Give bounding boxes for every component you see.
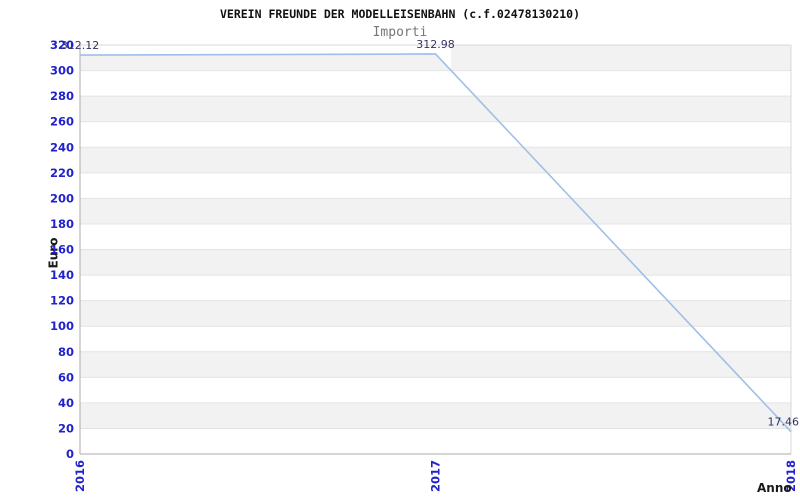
x-tick-label: 2017 [429,460,443,492]
y-tick-label: 300 [50,64,74,78]
y-tick-label: 200 [50,191,74,205]
y-tick-label: 320 [50,38,74,52]
plot-band [80,249,791,276]
plot-band [80,402,791,429]
y-tick-label: 120 [50,294,74,308]
plot-band [80,147,791,173]
plot-band [80,351,791,378]
data-line [79,53,792,433]
y-tick-label: 140 [50,268,74,282]
y-tick-label: 100 [50,319,74,333]
plot-band [80,300,791,327]
x-tick-label: 2018 [784,460,798,492]
y-tick-label: 240 [50,140,74,154]
point-label: 312.12 [61,39,100,52]
y-tick-label: 280 [50,89,74,103]
y-tick-label: 260 [50,115,74,129]
x-tick-label: 2016 [73,460,87,492]
plot-band [80,96,791,122]
y-tick-label: 160 [50,243,74,257]
y-tick-label: 0 [66,447,74,461]
y-tick-label: 180 [50,217,74,231]
y-tick-label: 80 [58,345,74,359]
y-tick-label: 220 [50,166,74,180]
point-label: 312.98 [416,38,455,51]
chart-title: VEREIN FREUNDE DER MODELLEISENBAHN (c.f.… [219,7,581,21]
plot-highlight-above-line [80,45,452,71]
y-tick-label: 20 [58,421,74,435]
chart-subtitle: Importi [372,25,428,40]
y-tick-label: 40 [58,396,74,410]
point-label: 17.46 [768,416,800,429]
y-tick-label: 60 [58,370,74,384]
plot-band [80,198,791,224]
x-axis-title: Anno [757,481,792,495]
